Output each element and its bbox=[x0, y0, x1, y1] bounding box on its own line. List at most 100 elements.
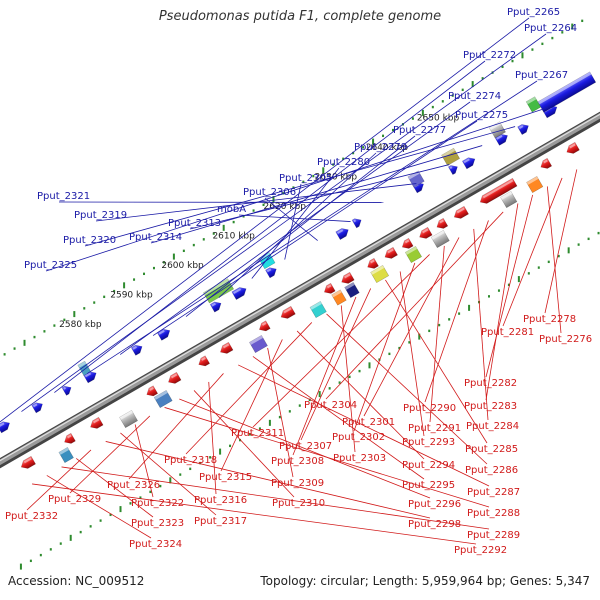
lower-tick bbox=[388, 352, 391, 356]
bottom-gene-label: Pput_2286 bbox=[465, 465, 518, 476]
bottom-gene-label: Pput_2301 bbox=[342, 417, 395, 428]
reverse-gene bbox=[384, 246, 398, 259]
upper-tick bbox=[113, 289, 116, 293]
bottom-gene-label: Pput_2287 bbox=[467, 487, 520, 498]
bottom-gene-label: Pput_2290 bbox=[403, 403, 456, 414]
upper-tick bbox=[511, 59, 514, 63]
lower-tick bbox=[368, 362, 371, 369]
bottom-gene-label: Pput_2303 bbox=[333, 453, 386, 464]
upper-tick bbox=[302, 180, 305, 184]
lower-tick bbox=[458, 312, 461, 315]
reverse-gene bbox=[20, 455, 36, 469]
upper-tick bbox=[541, 42, 544, 46]
upper-tick bbox=[172, 253, 175, 260]
upper-tick bbox=[252, 209, 255, 212]
lower-tick bbox=[547, 260, 550, 264]
top-gene-label: Pput_2265 bbox=[507, 7, 560, 18]
lower-tick bbox=[49, 548, 52, 551]
lower-tick bbox=[268, 419, 271, 426]
upper-tick bbox=[372, 138, 375, 145]
lower-tick bbox=[468, 304, 471, 311]
map-title: Pseudomonas putida F1, complete genome bbox=[158, 9, 442, 24]
bottom-leader-line bbox=[76, 458, 154, 518]
upper-tick bbox=[73, 311, 76, 318]
lower-tick bbox=[537, 266, 540, 269]
upper-tick bbox=[581, 19, 584, 23]
lower-tick bbox=[597, 231, 600, 235]
bottom-leader-line bbox=[296, 330, 425, 460]
top-gene-label: Pput_2319 bbox=[74, 210, 127, 221]
reverse-gene bbox=[500, 190, 518, 209]
bottom-leader-line bbox=[32, 483, 477, 545]
upper-tick bbox=[202, 238, 205, 241]
lower-tick bbox=[109, 513, 112, 517]
bottom-leader-line bbox=[120, 432, 217, 516]
reverse-gene bbox=[540, 157, 553, 169]
upper-tick bbox=[3, 353, 6, 356]
forward-gene bbox=[61, 385, 72, 396]
bottom-leader-line bbox=[300, 288, 372, 441]
lower-tick bbox=[527, 272, 530, 275]
upper-tick bbox=[222, 224, 225, 231]
forward-gene bbox=[351, 218, 362, 229]
bottom-leader-line bbox=[473, 228, 489, 421]
bottom-leader-line bbox=[544, 169, 578, 314]
bottom-gene-label: Pput_2288 bbox=[467, 508, 520, 519]
reverse-gene bbox=[341, 271, 355, 284]
lower-tick bbox=[348, 375, 351, 379]
upper-tick bbox=[571, 23, 574, 30]
bottom-gene-label: Pput_2323 bbox=[131, 518, 184, 529]
lower-tick bbox=[587, 237, 590, 241]
lower-tick bbox=[497, 289, 500, 292]
upper-tick bbox=[342, 157, 345, 161]
top-gene-label: Pput_2272 bbox=[463, 50, 516, 61]
gene-features bbox=[0, 71, 597, 469]
bottom-leader-line bbox=[128, 373, 224, 480]
reverse-gene bbox=[58, 446, 74, 464]
lower-tick bbox=[577, 243, 580, 246]
reverse-gene bbox=[430, 229, 450, 249]
lower-tick bbox=[229, 444, 232, 448]
bottom-leader-line bbox=[485, 203, 519, 401]
upper-tick bbox=[182, 249, 185, 253]
lower-tick bbox=[438, 323, 441, 327]
upper-tick bbox=[83, 307, 86, 310]
lower-tick bbox=[99, 519, 102, 522]
lower-tick bbox=[119, 506, 122, 513]
reverse-gene bbox=[436, 217, 449, 229]
label-leaders bbox=[0, 17, 578, 545]
lower-tick bbox=[59, 542, 62, 545]
reverse-gene bbox=[146, 385, 159, 397]
bottom-gene-label: Pput_2283 bbox=[464, 401, 517, 412]
reverse-gene bbox=[370, 264, 390, 284]
lower-tick bbox=[39, 553, 42, 557]
top-gene-label: Pput_2321 bbox=[37, 191, 90, 202]
bottom-gene-label: Pput_2276 bbox=[539, 334, 592, 345]
upper-tick bbox=[411, 117, 414, 120]
top-gene-label: Pput_2279 bbox=[354, 142, 407, 153]
reverse-gene bbox=[453, 205, 469, 219]
forward-gene bbox=[407, 170, 425, 188]
upper-tick bbox=[362, 146, 365, 149]
bottom-gene-label: Pput_2316 bbox=[194, 495, 247, 506]
bottom-leader-line bbox=[325, 211, 504, 400]
lower-tick bbox=[69, 534, 72, 541]
axis-band bbox=[0, 112, 600, 466]
top-gene-label: Pput_2306 bbox=[243, 187, 296, 198]
forward-gene bbox=[231, 287, 247, 300]
reverse-gene bbox=[90, 416, 104, 429]
lower-tick bbox=[79, 530, 82, 534]
top-leader-line bbox=[58, 201, 384, 203]
lower-tick bbox=[89, 525, 92, 528]
bottom-leader-line bbox=[326, 313, 488, 465]
bottom-gene-label: Pput_2281 bbox=[481, 327, 534, 338]
upper-tick bbox=[162, 261, 165, 264]
bottom-gene-label: Pput_2298 bbox=[408, 519, 461, 530]
upper-tick bbox=[451, 94, 454, 97]
bottom-gene-label: Pput_2296 bbox=[408, 499, 461, 510]
lower-tick bbox=[258, 427, 261, 430]
reverse-gene bbox=[220, 341, 234, 354]
top-leader-line bbox=[84, 126, 516, 247]
reverse-gene bbox=[344, 281, 360, 299]
forward-gene bbox=[335, 228, 349, 240]
